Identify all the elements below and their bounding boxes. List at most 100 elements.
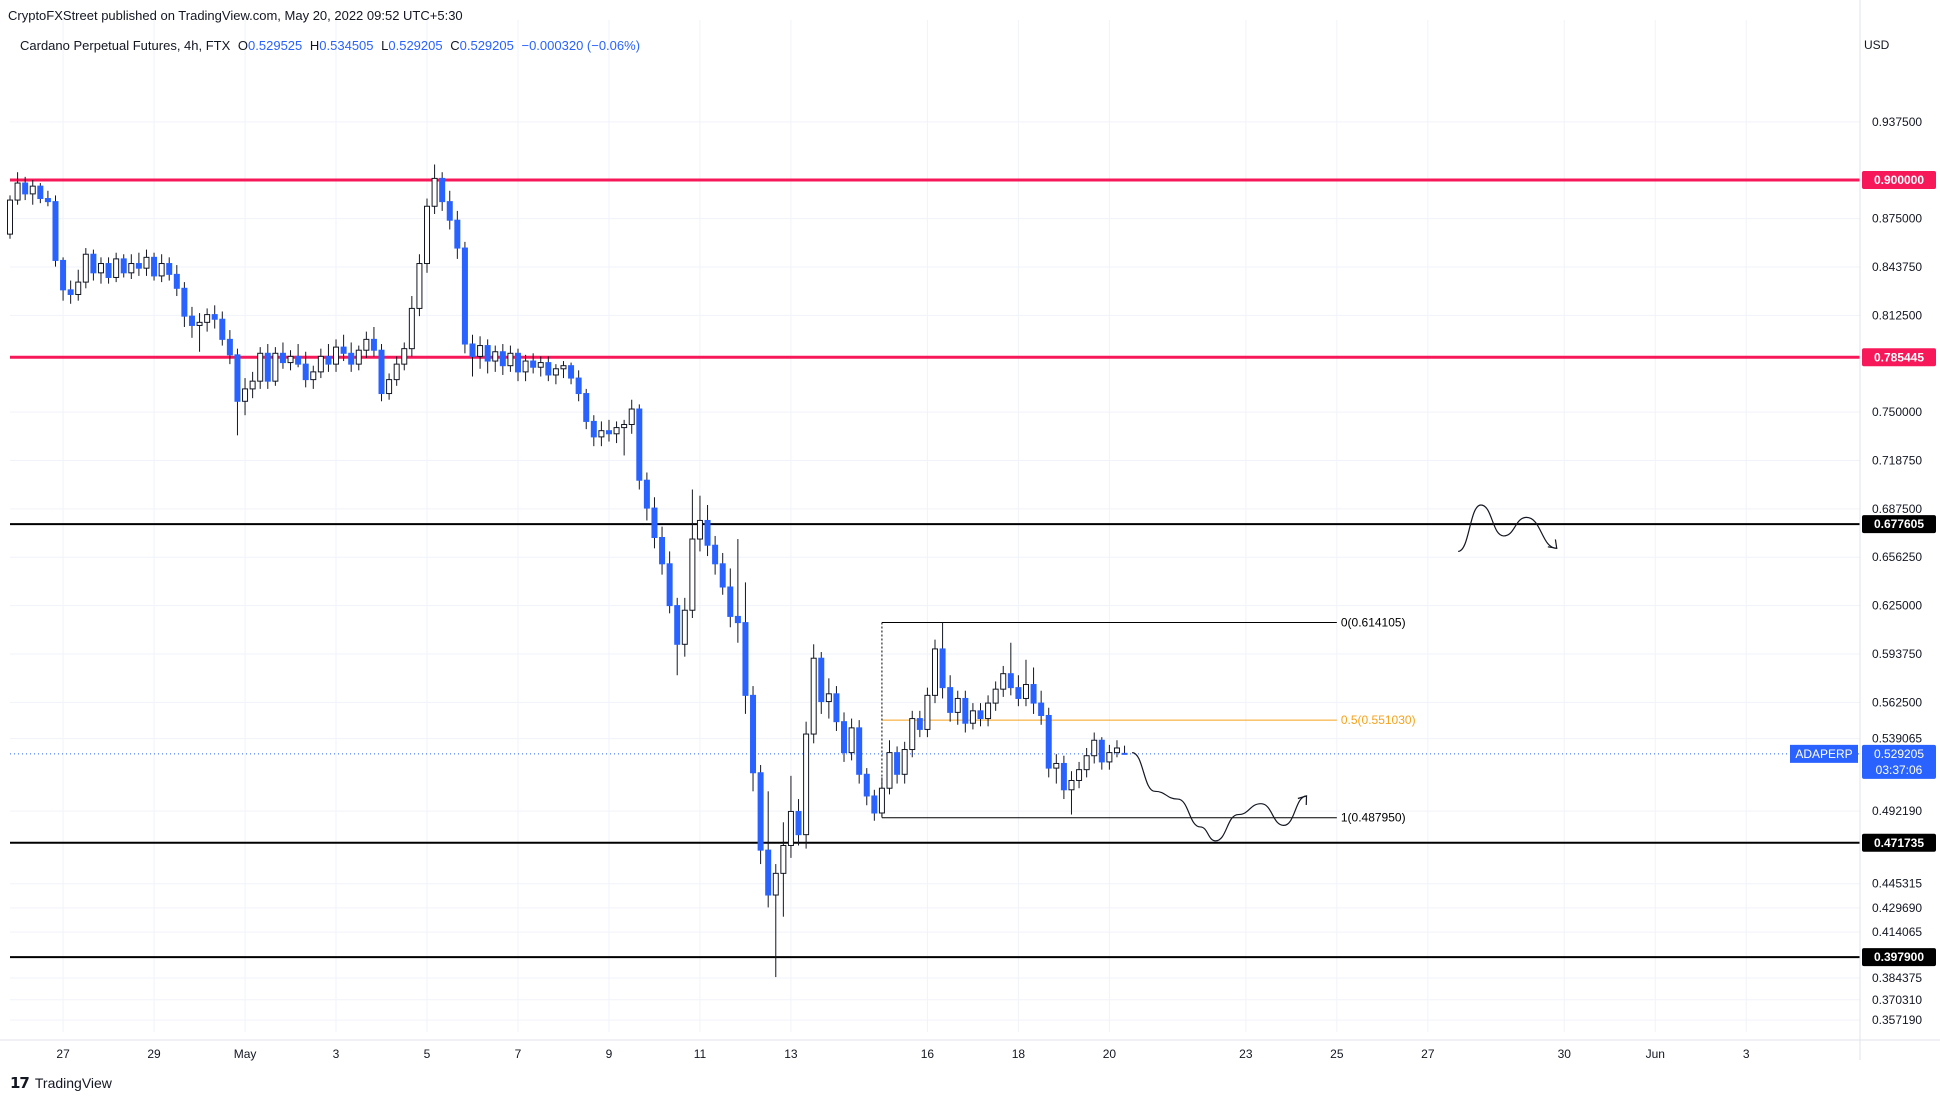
candle-body (424, 205, 431, 265)
candle-body (249, 380, 256, 390)
candle-body (1068, 779, 1075, 791)
candle-body (1083, 755, 1090, 771)
projection-path-1[interactable] (1131, 752, 1307, 842)
candle-body (340, 346, 347, 354)
candle-body (568, 365, 575, 379)
x-tick-label: 27 (1421, 1047, 1435, 1061)
candle-body (499, 351, 506, 367)
candle-body (514, 352, 521, 373)
x-tick-label: 13 (784, 1047, 798, 1061)
candle-body (1030, 684, 1037, 704)
candle-body (810, 657, 817, 735)
tradingview-logo[interactable]: 17 TradingView (10, 1074, 112, 1092)
candle-body (871, 795, 878, 814)
close-value: 0.529205 (459, 38, 514, 53)
x-tick-label: 18 (1012, 1047, 1026, 1061)
open-label: O (237, 38, 249, 53)
candle-body (863, 773, 870, 797)
candle-body (795, 810, 802, 836)
candle-body (613, 427, 620, 435)
candle-body (696, 519, 703, 540)
candle-body (355, 349, 362, 365)
candle-body (7, 199, 13, 235)
candle-body (1022, 684, 1029, 699)
candle-body (242, 388, 249, 402)
y-tick-label: 0.593750 (1872, 647, 1922, 661)
x-axis-labels[interactable]: 27 29 May 3 5 7 9 11 13 16 18 20 23 25 27 30 Jun 3 (56, 1047, 1750, 1061)
last-price-tag-bg (1862, 744, 1936, 779)
candle-body (37, 185, 44, 200)
candle-body (52, 201, 59, 261)
projection-path-2[interactable] (1457, 504, 1557, 553)
candle-body (29, 185, 36, 195)
symbol-legend: Cardano Perpetual Futures, 4h, FTX O0.52… (20, 38, 640, 53)
open-value: 0.529525 (248, 38, 303, 53)
candle-body (1045, 714, 1052, 769)
candle-body (44, 198, 51, 203)
candle-body (530, 360, 537, 368)
symbol-tag-bg (1790, 744, 1858, 763)
candle-body (151, 256, 158, 277)
candle-body (734, 615, 741, 624)
close-label: C (450, 38, 460, 53)
candle-body (173, 273, 180, 289)
level-tag-bg (1862, 348, 1936, 367)
candle-body (105, 263, 112, 278)
candle-body (924, 694, 931, 730)
candle-body (461, 247, 468, 345)
candle-body (310, 371, 317, 381)
candle-body (1106, 752, 1113, 763)
x-tick-label: 16 (921, 1047, 935, 1061)
level-tag-bg (1862, 833, 1936, 852)
candle-body (1053, 762, 1060, 769)
axes (0, 0, 1940, 1060)
candle-body (750, 694, 757, 774)
x-tick-label: 7 (515, 1047, 522, 1061)
candle-body (507, 352, 514, 367)
candle-body (60, 259, 67, 291)
candle-body (985, 702, 992, 720)
candle-body (188, 315, 195, 326)
level-tag-label: 0.900000 (1874, 173, 1924, 187)
candle-body (886, 752, 893, 789)
candle-body (841, 721, 848, 754)
fib-level-label: 0.5(0.551030) (1341, 713, 1416, 727)
candle-body (742, 622, 749, 696)
high-value: 0.534505 (319, 38, 374, 53)
candle-body (22, 182, 29, 195)
candle-body (135, 263, 142, 269)
candle-body (719, 563, 726, 588)
candle-body (1015, 687, 1022, 699)
y-tick-label: 0.656250 (1872, 550, 1922, 564)
candle-body (833, 693, 840, 723)
candle-body (666, 563, 673, 607)
x-tick-label: 27 (56, 1047, 70, 1061)
y-axis-labels[interactable]: 0.937500 0.875000 0.843750 0.812500 0.750000… (1872, 115, 1922, 1027)
candle-body (939, 648, 946, 689)
candle-body (370, 338, 377, 351)
projection-drawings[interactable] (1131, 504, 1558, 842)
candle-body (954, 697, 961, 713)
candle-body (439, 177, 446, 203)
x-tick-label: 11 (694, 1047, 707, 1061)
candle-body (333, 346, 340, 365)
candle-body (522, 360, 529, 373)
candle-body (537, 362, 544, 368)
candle-body (643, 479, 650, 509)
candle-body (545, 362, 552, 376)
candle-body (128, 263, 135, 274)
candle-body (992, 688, 999, 704)
y-tick-label: 0.687500 (1872, 502, 1922, 516)
candle-body (82, 253, 89, 283)
y-tick-label: 0.718750 (1872, 453, 1922, 467)
y-tick-label: 0.937500 (1872, 115, 1922, 129)
currency-label: USD (1864, 38, 1890, 52)
x-tick-label: 20 (1103, 1047, 1117, 1061)
candle-body (628, 408, 635, 425)
candle-body (219, 318, 226, 340)
candle-body (757, 772, 764, 851)
x-tick-label: 25 (1330, 1047, 1344, 1061)
candle-body (636, 408, 643, 481)
